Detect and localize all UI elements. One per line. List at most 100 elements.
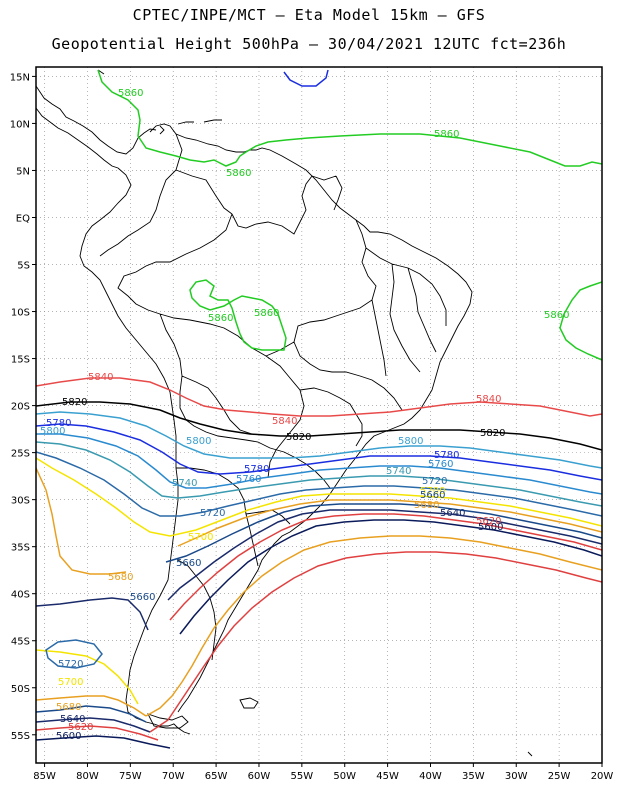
contour-5700-south	[36, 649, 139, 705]
contour-5780	[36, 423, 602, 481]
lat-tick-label: 50S	[11, 684, 30, 695]
lon-tick-label: 35W	[462, 771, 485, 782]
falklands	[239, 697, 259, 709]
map-frame	[35, 66, 603, 764]
lat-tick-label: 10S	[11, 308, 30, 319]
contour-5700	[36, 457, 602, 537]
title-line-1: CPTEC/INPE/MCT – Eta Model 15km – GFS	[132, 6, 486, 24]
lon-tick-label: 40W	[419, 771, 442, 782]
contour-5840	[36, 377, 602, 417]
lat-tick-label: EQ	[16, 213, 30, 224]
label-5700-c: 5700	[58, 677, 83, 688]
contour-5860-atlantic	[559, 281, 602, 361]
label-5820-b: 5820	[286, 432, 311, 443]
label-5860-c: 5860	[226, 168, 251, 179]
label-5800-a: 5800	[186, 436, 211, 447]
contour-5720-closed	[45, 639, 103, 669]
south-america-east-coast	[149, 123, 473, 713]
axis-ticks: 15N 10N 5N EQ 5S 10S 15S 20S 25S 30S 35S 40S 45S 50S 5…	[10, 72, 614, 782]
label-5700-b: 5700	[420, 486, 445, 497]
label-5760-a: 5760	[236, 474, 261, 485]
label-5600-a: 5600	[478, 522, 503, 533]
geopotential-contours	[36, 69, 602, 749]
label-5840-b: 5840	[272, 416, 297, 427]
contour-5860-blue-cell	[283, 69, 329, 87]
lat-tick-label: 30S	[11, 496, 30, 507]
label-5820-a: 5820	[62, 397, 87, 408]
lon-tick-label: 60W	[248, 771, 271, 782]
label-5720-b: 5720	[422, 476, 447, 487]
contour-5600-south	[36, 735, 171, 749]
label-5640-b: 5640	[60, 714, 85, 725]
contour-5860-north	[97, 69, 602, 167]
caribbean-islands	[97, 69, 533, 757]
label-5840-a: 5840	[88, 372, 113, 383]
label-5700-a: 5700	[188, 532, 213, 543]
contour-5760	[36, 433, 602, 495]
lat-tick-label: 20S	[11, 402, 30, 413]
contour-5660-south	[36, 705, 147, 723]
contour-5740	[36, 441, 602, 507]
label-5800-c: 5800	[40, 426, 65, 437]
contour-5800	[36, 411, 602, 469]
interior-borders	[99, 133, 447, 661]
label-5800-b: 5800	[398, 436, 423, 447]
lon-tick-label: 25W	[548, 771, 571, 782]
lon-tick-label: 20W	[591, 771, 614, 782]
lon-tick-label: 50W	[333, 771, 356, 782]
label-5740-a: 5740	[172, 478, 197, 489]
lat-tick-label: 55S	[11, 731, 30, 742]
lat-tick-label: 35S	[11, 543, 30, 554]
central-america-coast	[36, 85, 157, 169]
lon-tick-label: 70W	[162, 771, 185, 782]
lon-tick-label: 75W	[119, 771, 142, 782]
lat-tick-label: 15S	[11, 355, 30, 366]
lon-tick-label: 55W	[291, 771, 314, 782]
lon-tick-label: 30W	[505, 771, 528, 782]
contour-5640	[36, 509, 602, 631]
lon-tick-label: 80W	[76, 771, 99, 782]
lon-tick-label: 65W	[205, 771, 228, 782]
label-5660-c: 5660	[420, 490, 445, 501]
lon-tick-label: 45W	[376, 771, 399, 782]
contour-5660	[165, 503, 602, 563]
label-5860-b: 5860	[434, 129, 459, 140]
label-5720-a: 5720	[200, 508, 225, 519]
lon-tick-label: 85W	[33, 771, 56, 782]
lat-tick-label: 25S	[11, 449, 30, 460]
lat-tick-label: 5S	[17, 261, 30, 272]
label-5860-e: 5860	[254, 308, 279, 319]
contour-5600	[179, 519, 602, 635]
label-5820-c: 5820	[480, 428, 505, 439]
country-boundaries	[36, 69, 533, 757]
label-5760-b: 5760	[428, 459, 453, 470]
label-5660-b: 5660	[130, 592, 155, 603]
label-5740-b: 5740	[386, 466, 411, 477]
label-5620-b: 5620	[68, 722, 93, 733]
lat-tick-label: 45S	[11, 637, 30, 648]
label-5720-c: 5720	[58, 659, 83, 670]
lat-tick-label: 40S	[11, 590, 30, 601]
lat-tick-label: 10N	[10, 119, 30, 130]
label-5860-d: 5860	[208, 313, 233, 324]
label-5860-f: 5860	[544, 310, 569, 321]
label-5780-a: 5780	[46, 418, 71, 429]
label-5660-a: 5660	[176, 558, 201, 569]
contour-5640-south	[36, 717, 151, 733]
label-5640-a: 5640	[440, 508, 465, 519]
label-5780-b: 5780	[244, 464, 269, 475]
label-5840-c: 5840	[476, 394, 501, 405]
title-line-2: Geopotential Height 500hPa – 30/04/2021 …	[51, 35, 567, 53]
contour-5860-amazon	[189, 279, 287, 351]
label-5620-a: 5620	[476, 516, 501, 527]
label-5680-b: 5680	[414, 500, 439, 511]
contour-5820	[36, 401, 602, 451]
label-5860-a: 5860	[118, 88, 143, 99]
contour-labels: 5860 5860 5860 5860 5860 5860 5840 5840 …	[40, 88, 569, 742]
label-5680-a: 5680	[108, 572, 133, 583]
label-5680-c: 5680	[56, 702, 81, 713]
label-5600-b: 5600	[56, 731, 81, 742]
lat-tick-label: 15N	[10, 72, 30, 83]
